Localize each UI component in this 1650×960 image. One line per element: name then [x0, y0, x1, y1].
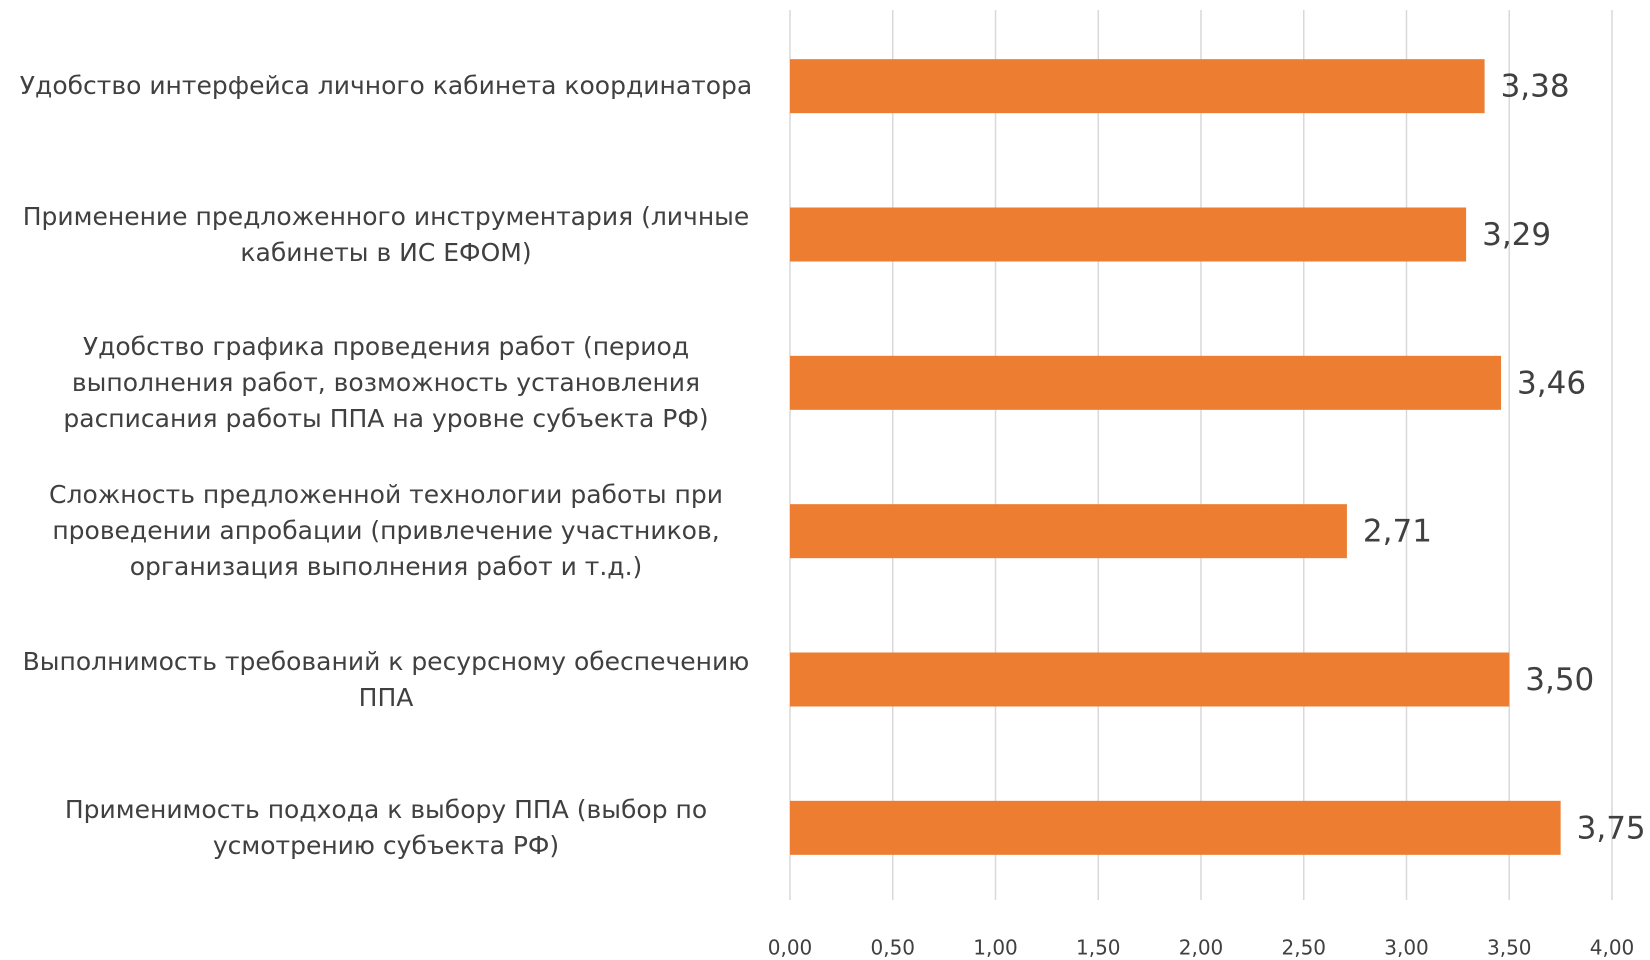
bar: [790, 800, 1561, 855]
bar: [790, 59, 1485, 114]
category-label: Применимость подхода к выбору ППА (выбор…: [64, 794, 708, 860]
x-tick-label: 4,00: [1590, 936, 1635, 960]
x-tick-label: 0,00: [768, 936, 813, 960]
data-label: 3,46: [1517, 365, 1586, 401]
bar: [790, 652, 1510, 707]
data-label: 3,29: [1482, 217, 1551, 253]
data-label: 3,50: [1525, 662, 1594, 698]
category-label: Сложность предложенной технологии работы…: [49, 480, 723, 582]
data-label: 3,75: [1577, 810, 1646, 846]
x-tick-label: 2,50: [1281, 936, 1326, 960]
x-tick-label: 3,50: [1487, 936, 1532, 960]
category-label: Применение предложенного инструментария …: [22, 201, 750, 267]
bar: [790, 207, 1467, 262]
category-label: Удобство интерфейса личного кабинета коо…: [19, 71, 753, 101]
bar: [790, 355, 1502, 410]
x-tick-label: 2,00: [1179, 936, 1224, 960]
category-label: Удобство графика проведения работ (перио…: [63, 331, 709, 433]
x-tick-label: 1,00: [973, 936, 1018, 960]
x-tick-label: 3,00: [1384, 936, 1429, 960]
x-tick-label: 1,50: [1076, 936, 1121, 960]
data-label: 2,71: [1363, 514, 1432, 550]
data-label: 3,38: [1501, 69, 1570, 105]
bar: [790, 504, 1347, 559]
category-label: Выполнимость требований к ресурсному обе…: [22, 646, 750, 712]
x-tick-label: 0,50: [870, 936, 915, 960]
